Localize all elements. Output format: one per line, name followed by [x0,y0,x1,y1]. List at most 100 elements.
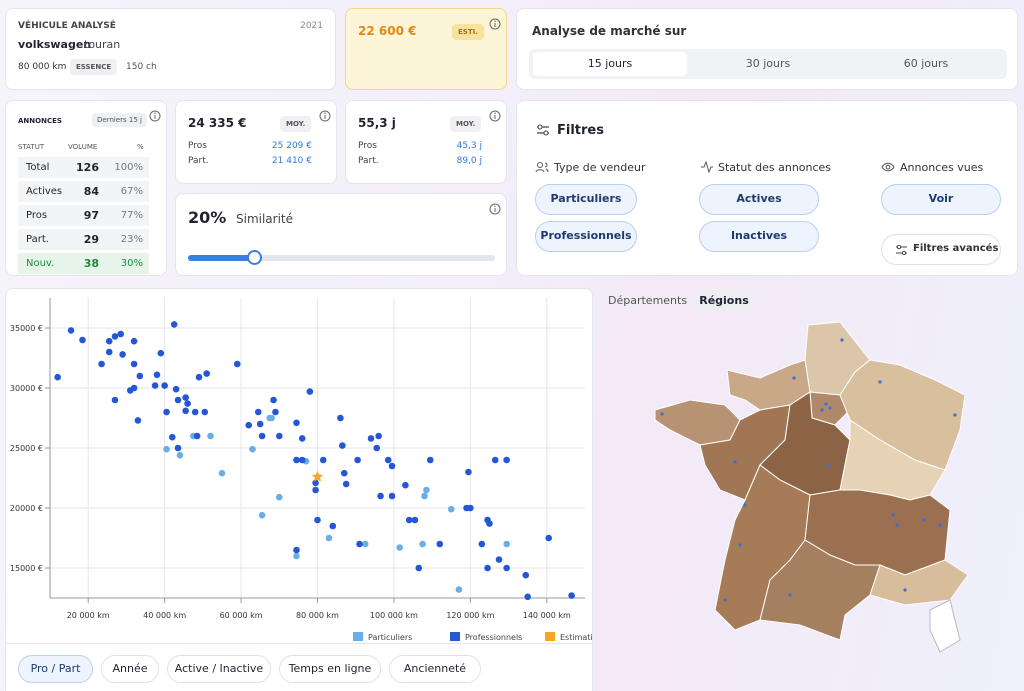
info-dot [494,112,496,114]
info-circle [319,110,331,122]
info-icon[interactable] [489,200,501,215]
period-tab[interactable]: 60 jours [903,57,949,70]
region[interactable] [654,399,741,446]
filter-pill[interactable]: Voir [881,184,1001,215]
info-icon[interactable] [489,107,501,122]
point [136,372,144,380]
point [396,544,403,551]
row-status: Total [26,162,50,173]
x-tick-label: 140 000 km [523,611,571,620]
point [455,586,463,593]
row-volume: 29 [83,233,99,246]
row-volume: 38 [83,257,99,270]
vehicle-model: touran [84,38,121,51]
tab[interactable]: Active / Inactive [167,655,271,683]
advanced-button[interactable]: Filtres avancés [881,234,1001,265]
map-tab-active[interactable]: Régions [694,290,754,312]
point [419,540,426,548]
map-tab[interactable]: Départements [608,294,688,307]
region[interactable] [869,559,969,606]
point [524,593,531,601]
listing-row: Part. 29 23% [18,229,149,250]
point [172,385,180,393]
point [193,432,201,440]
point [54,373,61,381]
row-percent: 100% [114,162,143,173]
point [111,333,119,340]
row-status: Part. [26,234,49,245]
point [405,516,413,524]
info-circle [489,18,501,30]
info-icon[interactable] [319,107,331,122]
price-pros: 25 209 € [271,141,312,151]
x-tick-label: 60 000 km [220,611,263,620]
point [337,414,344,422]
point [174,444,182,452]
filter-pill[interactable]: Inactives [699,221,819,252]
point [325,534,333,542]
tab[interactable]: Année [101,655,159,683]
point [375,432,382,440]
tab[interactable]: Temps en ligne [279,655,381,683]
point [293,419,300,427]
period-tabs: 15 jours 30 jours 60 jours [529,49,1007,79]
group-label: Type de vendeur [554,161,646,174]
point [373,444,381,452]
slider-knob[interactable] [247,250,262,265]
point [105,337,113,345]
point [306,388,314,395]
point [503,564,510,572]
y-tick-label: 20000 € [10,504,43,513]
period-tab[interactable]: 30 jours [745,57,791,70]
y-tick-label: 15000 € [10,564,43,573]
filter-pill[interactable]: Particuliers [535,184,637,215]
point [130,384,138,392]
row-volume: 97 [83,209,99,222]
filter-icon [896,245,907,255]
point [153,371,161,379]
filter-pill[interactable]: Professionnels [535,221,637,252]
point [163,408,170,416]
x-tick-label: 120 000 km [446,611,494,620]
region[interactable] [759,539,881,641]
info-circle [489,110,501,122]
x-tick-label: 100 000 km [370,611,418,620]
region[interactable] [929,599,961,653]
point [503,540,510,548]
point [249,445,256,453]
point [340,469,348,477]
point [339,442,346,449]
vehicle-label: VÉHICULE ANALYSÉ [18,21,116,31]
point [272,408,279,416]
point [176,451,184,459]
y-tick-label: 25000 € [10,444,43,453]
map-tabs: Départements Régions [606,290,758,312]
slider-fill [188,255,255,261]
point [174,396,182,404]
listings-badge: Derniers 15 j [92,113,147,127]
info-icon[interactable] [489,15,501,30]
estimate-card: 22 600 € ESTI. [345,8,507,90]
group-label: Annonces vues [900,161,984,174]
legend-swatch [545,632,555,641]
map-dots [660,338,957,602]
info-circle [149,110,161,122]
point [203,370,210,377]
legend-swatch [450,632,460,641]
legend-swatch [353,632,363,641]
tab-active[interactable]: Pro / Part [18,655,93,683]
info-circle [489,203,501,215]
x-tick-label: 80 000 km [296,611,339,620]
period-tab-active[interactable]: 15 jours [533,52,687,76]
point [233,360,241,368]
legend-label: Professionnels [465,633,522,642]
region[interactable] [839,359,966,471]
duration-part: 89,0 j [456,156,482,166]
point [207,432,214,440]
info-icon[interactable] [149,107,161,122]
tab[interactable]: Ancienneté [389,655,481,683]
point [486,520,493,527]
filter-pill[interactable]: Actives [699,184,819,215]
info-glyph [489,110,501,122]
similarity-card: 20% Similarité [175,193,507,276]
